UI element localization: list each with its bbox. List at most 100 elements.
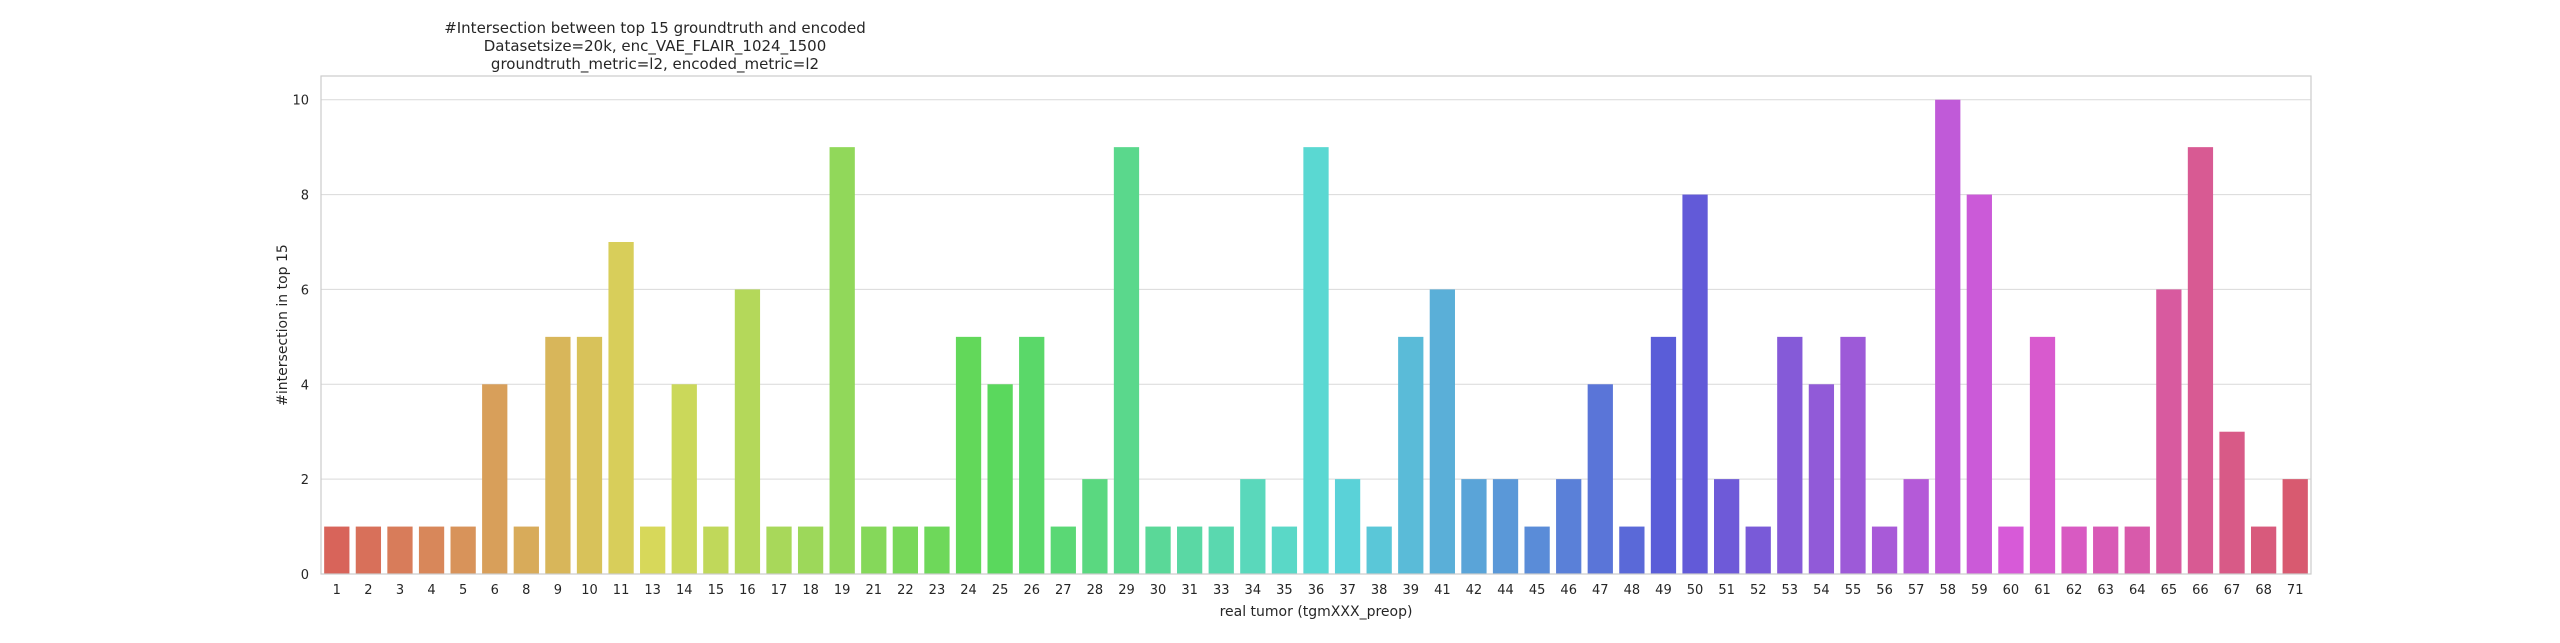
bar-34 xyxy=(1240,479,1266,574)
bar-44 xyxy=(1492,479,1519,574)
x-tick-label: 60 xyxy=(2003,583,2020,598)
x-tick-label: 71 xyxy=(2287,583,2304,598)
x-tick-label: 25 xyxy=(992,583,1009,598)
bar-26 xyxy=(1019,336,1045,574)
x-tick-label: 29 xyxy=(1118,583,1135,598)
bar-60 xyxy=(1998,526,2024,574)
y-tick-label: 6 xyxy=(301,283,309,298)
bar-41 xyxy=(1429,289,1455,574)
x-tick-label: 41 xyxy=(1434,583,1451,598)
bar-36 xyxy=(1303,147,1329,574)
x-tick-label: 17 xyxy=(771,583,788,598)
chart-title-line-1: #Intersection between top 15 groundtruth… xyxy=(444,19,866,37)
x-tick-label: 10 xyxy=(581,583,598,598)
x-tick-label: 1 xyxy=(333,583,341,598)
bar-22 xyxy=(892,526,918,574)
bar-25 xyxy=(987,384,1013,574)
x-tick-label: 61 xyxy=(2034,583,2051,598)
x-tick-label: 49 xyxy=(1655,583,1672,598)
bar-55 xyxy=(1840,336,1866,574)
x-tick-label: 42 xyxy=(1466,583,1483,598)
x-axis-label: real tumor (tgmXXX_preop) xyxy=(1220,604,1413,620)
x-tick-label: 68 xyxy=(2255,583,2272,598)
bar-65 xyxy=(2156,289,2182,574)
bar-16 xyxy=(734,289,761,574)
bar-2 xyxy=(355,526,382,574)
bar-58 xyxy=(1935,99,1961,574)
bar-66 xyxy=(2187,147,2214,574)
bar-39 xyxy=(1398,336,1424,574)
bar-19 xyxy=(829,147,855,574)
bar-37 xyxy=(1334,479,1361,574)
bar-59 xyxy=(1966,194,1992,575)
x-tick-labels: 1 2 3 4 5 6 8 9 10 11 13 14 15 16 17 18 19 21 22 23 24 25 26 27… xyxy=(333,583,2304,598)
y-axis-label: #intersection in top 15 xyxy=(275,244,291,406)
y-tick-label: 8 xyxy=(301,189,309,204)
x-tick-label: 64 xyxy=(2129,583,2146,598)
x-tick-label: 65 xyxy=(2161,583,2178,598)
bar-24 xyxy=(955,336,982,574)
x-tick-label: 63 xyxy=(2097,583,2114,598)
bar-64 xyxy=(2124,526,2150,574)
bar-68 xyxy=(2250,526,2277,574)
x-tick-label: 16 xyxy=(739,583,756,598)
bar-30 xyxy=(1145,526,1171,574)
x-tick-label: 21 xyxy=(866,583,883,598)
x-tick-label: 9 xyxy=(554,583,562,598)
x-tick-label: 58 xyxy=(1939,583,1956,598)
bar-3 xyxy=(387,526,413,574)
bar-9 xyxy=(545,336,571,574)
bar-57 xyxy=(1903,479,1929,574)
y-tick-labels: 0 2 4 6 8 10 xyxy=(292,94,309,583)
bar-45 xyxy=(1524,526,1550,574)
bar-4 xyxy=(418,526,445,574)
bar-13 xyxy=(640,526,666,574)
x-tick-label: 51 xyxy=(1718,583,1735,598)
bar-31 xyxy=(1177,526,1203,574)
x-tick-label: 27 xyxy=(1055,583,1072,598)
chart-title-line-2: Datasetsize=20k, enc_VAE_FLAIR_1024_1500 xyxy=(483,37,827,55)
x-tick-label: 55 xyxy=(1845,583,1862,598)
x-tick-label: 34 xyxy=(1245,583,1262,598)
x-tick-label: 46 xyxy=(1560,583,1577,598)
bar-53 xyxy=(1777,336,1803,574)
bar-63 xyxy=(2093,526,2119,574)
bar-38 xyxy=(1366,526,1392,574)
x-tick-label: 15 xyxy=(708,583,725,598)
x-tick-label: 37 xyxy=(1339,583,1356,598)
bar-56 xyxy=(1871,526,1898,574)
x-tick-label: 26 xyxy=(1023,583,1040,598)
y-tick-label: 0 xyxy=(301,568,309,583)
x-tick-label: 30 xyxy=(1150,583,1167,598)
bar-6 xyxy=(482,384,508,574)
bar-48 xyxy=(1619,526,1645,574)
x-tick-label: 24 xyxy=(960,583,977,598)
bar-23 xyxy=(924,526,950,574)
x-tick-label: 23 xyxy=(929,583,946,598)
x-tick-label: 38 xyxy=(1371,583,1388,598)
bar-42 xyxy=(1461,479,1487,574)
bar-62 xyxy=(2061,526,2087,574)
bar-10 xyxy=(576,336,603,574)
x-tick-label: 53 xyxy=(1782,583,1799,598)
bar-27 xyxy=(1050,526,1076,574)
bar-51 xyxy=(1714,479,1740,574)
plot-frame xyxy=(320,75,2312,575)
bar-47 xyxy=(1587,384,1613,574)
x-tick-label: 3 xyxy=(396,583,404,598)
bar-29 xyxy=(1113,147,1140,574)
bar-71 xyxy=(2282,479,2308,574)
x-tick-label: 44 xyxy=(1497,583,1514,598)
x-tick-label: 2 xyxy=(364,583,372,598)
bar-46 xyxy=(1556,479,1582,574)
bar-33 xyxy=(1208,526,1234,574)
x-tick-label: 8 xyxy=(522,583,530,598)
bar-67 xyxy=(2219,431,2245,574)
x-tick-label: 67 xyxy=(2224,583,2241,598)
x-tick-label: 18 xyxy=(802,583,819,598)
bar-18 xyxy=(797,526,824,574)
x-tick-label: 14 xyxy=(676,583,693,598)
bar-14 xyxy=(671,384,697,574)
y-tick-label: 2 xyxy=(301,473,309,488)
